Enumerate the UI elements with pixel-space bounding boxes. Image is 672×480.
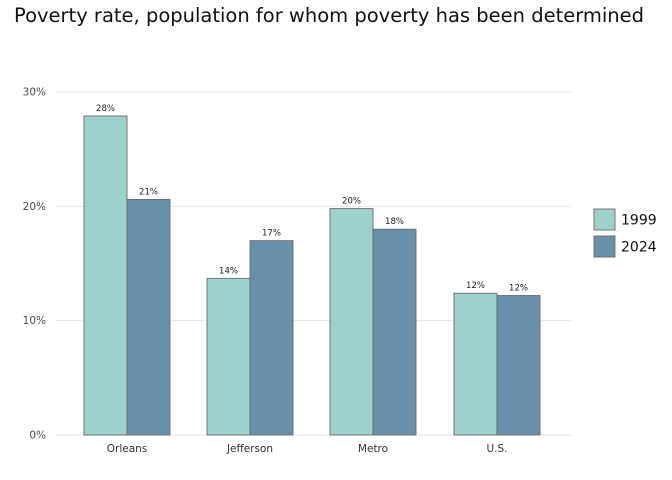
chart-title: Poverty rate, population for whom povert… [14, 4, 645, 27]
y-tick-label: 10% [23, 315, 46, 327]
data-labels: 28% 21% 14% 17% 20% 18% 12% 12% [96, 104, 528, 294]
bars [83, 115, 541, 436]
data-label-orleans-1999: 28% [96, 104, 115, 114]
data-label-metro-1999: 20% [342, 197, 361, 207]
legend-swatch-1999 [593, 208, 616, 231]
legend-label-1999: 1999 [621, 213, 657, 229]
data-label-u-s-1999: 12% [466, 281, 485, 291]
data-label-metro-2024: 18% [385, 217, 404, 227]
bar-metro-2024 [372, 228, 417, 436]
bar-orleans-2024 [126, 199, 171, 436]
x-tick-label-jefferson: Jefferson [226, 443, 273, 455]
y-tick-label: 0% [29, 430, 46, 442]
bar-jefferson-2024 [249, 240, 294, 436]
data-label-u-s-2024: 12% [509, 284, 528, 294]
y-axis: 0% 10% 20% 30% [23, 87, 46, 442]
y-tick-label: 30% [23, 87, 46, 99]
data-label-jefferson-2024: 17% [262, 229, 281, 239]
data-label-orleans-2024: 21% [139, 187, 158, 197]
y-tick-label: 20% [23, 201, 46, 213]
bar-metro-1999 [329, 208, 374, 436]
bar-jefferson-1999 [206, 277, 251, 436]
x-axis: Orleans Jefferson Metro U.S. [107, 443, 508, 455]
legend-label-2024: 2024 [621, 240, 657, 256]
data-label-jefferson-1999: 14% [219, 266, 238, 276]
x-tick-label-orleans: Orleans [107, 443, 148, 455]
legend: 1999 2024 [593, 208, 657, 258]
bar-orleans-1999 [83, 115, 128, 436]
bar-u-s-1999 [453, 292, 498, 436]
bar-u-s-2024 [496, 295, 541, 436]
legend-swatch-2024 [593, 235, 616, 258]
x-tick-label-u-s: U.S. [486, 443, 507, 455]
x-tick-label-metro: Metro [358, 443, 388, 455]
